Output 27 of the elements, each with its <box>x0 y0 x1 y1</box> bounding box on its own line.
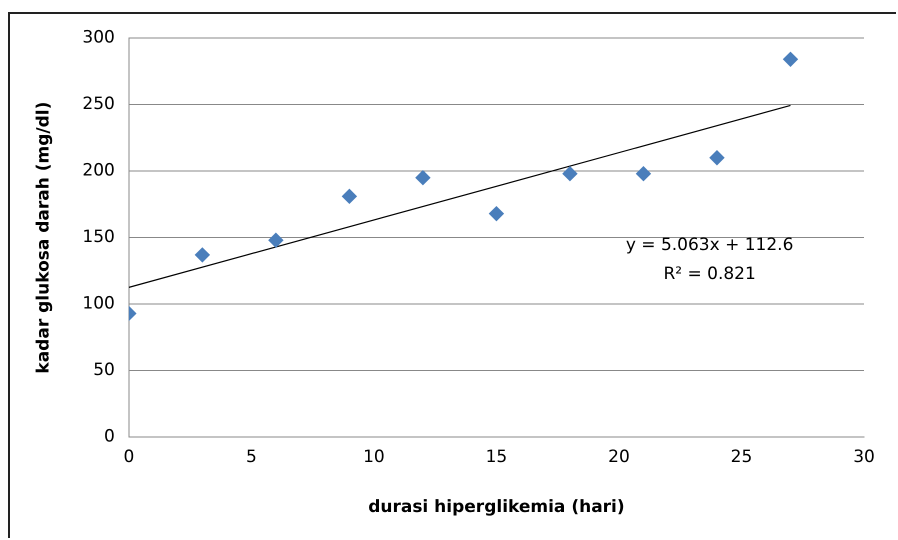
x-tick-label: 10 <box>363 446 385 467</box>
point <box>415 170 430 186</box>
point <box>342 188 357 204</box>
point <box>488 206 504 222</box>
point <box>194 247 210 262</box>
point <box>709 150 724 166</box>
x-tick-label: 20 <box>608 446 630 467</box>
point <box>268 232 284 248</box>
y-tick-label: 250 <box>82 94 115 114</box>
y-tick-label: 50 <box>93 360 115 380</box>
x-tick-label: 0 <box>123 446 134 467</box>
x-tick-label: 30 <box>853 446 875 467</box>
y-tick-label: 200 <box>82 160 115 180</box>
x-axis-title: durasi hiperglikemia (hari) <box>368 497 625 518</box>
x-tick-label: 5 <box>246 446 257 467</box>
x-tick-label: 25 <box>730 446 752 467</box>
y-axis-title: kadar glukosa darah (mg/dl) <box>34 102 54 374</box>
annotation: R² = 0.821 <box>663 264 756 284</box>
x-tick-label: 15 <box>486 446 508 467</box>
point <box>636 166 651 182</box>
point <box>562 166 578 182</box>
point <box>782 52 798 67</box>
annotation: y = 5.063x + 112.6 <box>626 235 794 256</box>
y-tick-label: 150 <box>82 227 115 248</box>
y-tick-label: 0 <box>104 426 115 447</box>
y-tick-label: 300 <box>82 27 115 48</box>
y-tick-label: 100 <box>82 294 115 314</box>
